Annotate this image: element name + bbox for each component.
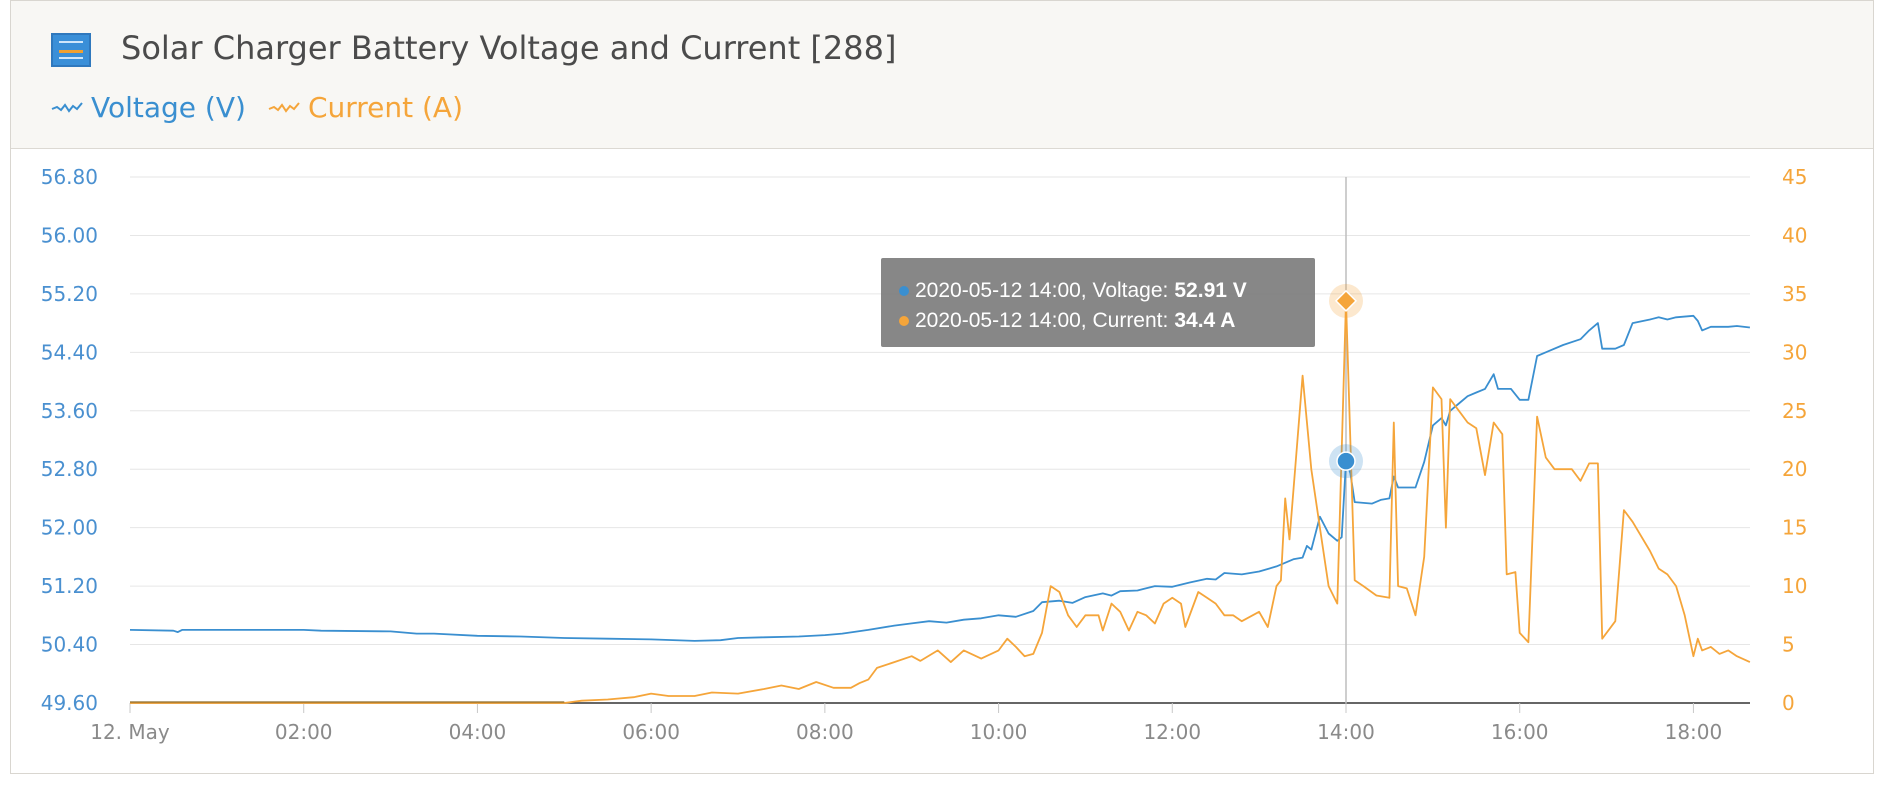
y-right-tick-label: 5 [1782, 633, 1795, 657]
chart-legend: Voltage (V) Current (A) [51, 89, 485, 125]
current-dot-icon [899, 316, 909, 326]
voltage-dot-icon [899, 286, 909, 296]
y-right-tick-label: 15 [1782, 516, 1807, 540]
x-tick-label: 04:00 [449, 720, 507, 744]
y-right-tick-label: 10 [1782, 574, 1807, 598]
y-left-tick-label: 52.00 [41, 516, 98, 540]
y-left-tick-label: 56.80 [41, 165, 98, 189]
y-right-tick-label: 0 [1782, 691, 1795, 715]
solar-charger-icon [51, 33, 91, 67]
x-tick-label: 10:00 [970, 720, 1028, 744]
y-right-tick-label: 30 [1782, 340, 1807, 364]
y-right-tick-label: 45 [1782, 165, 1807, 189]
y-left-tick-label: 50.40 [41, 633, 98, 657]
y-left-tick-label: 49.60 [41, 691, 98, 715]
voltage-series-line [129, 314, 1751, 642]
x-tick-label: 12:00 [1143, 720, 1201, 744]
legend-item-current[interactable]: Current (A) [268, 91, 463, 124]
x-tick-label: 06:00 [622, 720, 680, 744]
y-left-tick-label: 54.40 [41, 340, 98, 364]
y-right-tick-label: 40 [1782, 223, 1807, 247]
tooltip-voltage-row: 2020-05-12 14:00, Voltage: 52.91 V [899, 276, 1315, 306]
y-left-tick-label: 52.80 [41, 457, 98, 481]
current-series-line [130, 299, 1751, 704]
tooltip-current-prefix: 2020-05-12 14:00, Current: [915, 309, 1169, 332]
y-right-tick-label: 35 [1782, 282, 1807, 306]
tooltip-current-row: 2020-05-12 14:00, Current: 34.4 A [899, 306, 1315, 336]
chart-header: Solar Charger Battery Voltage and Curren… [11, 1, 1873, 149]
tooltip-current-value: 34.4 A [1174, 309, 1236, 332]
y-left-tick-label: 53.60 [41, 399, 98, 423]
legend-item-voltage[interactable]: Voltage (V) [51, 91, 246, 124]
x-tick-label: 14:00 [1317, 720, 1375, 744]
x-tick-label: 12. May [90, 720, 170, 744]
x-tick-label: 08:00 [796, 720, 854, 744]
voltage-marker [1336, 451, 1356, 471]
tooltip-voltage-value: 52.91 V [1174, 279, 1247, 302]
y-right-tick-label: 25 [1782, 399, 1807, 423]
chart-title: Solar Charger Battery Voltage and Curren… [121, 29, 897, 67]
current-series-icon [268, 102, 300, 113]
legend-label-current: Current (A) [307, 90, 464, 124]
y-left-tick-label: 56.00 [41, 223, 98, 247]
tooltip-voltage-prefix: 2020-05-12 14:00, Voltage: [915, 279, 1169, 302]
chart-tooltip: 2020-05-12 14:00, Voltage: 52.91 V 2020-… [881, 258, 1315, 347]
x-tick-label: 18:00 [1665, 720, 1723, 744]
y-right-tick-label: 20 [1782, 457, 1807, 481]
current-marker [1334, 289, 1358, 312]
voltage-series-icon [51, 102, 83, 113]
legend-label-voltage: Voltage (V) [91, 90, 246, 124]
x-tick-label: 02:00 [275, 720, 333, 744]
y-left-tick-label: 51.20 [41, 574, 98, 598]
x-tick-label: 16:00 [1491, 720, 1549, 744]
y-left-tick-label: 55.20 [41, 282, 98, 306]
